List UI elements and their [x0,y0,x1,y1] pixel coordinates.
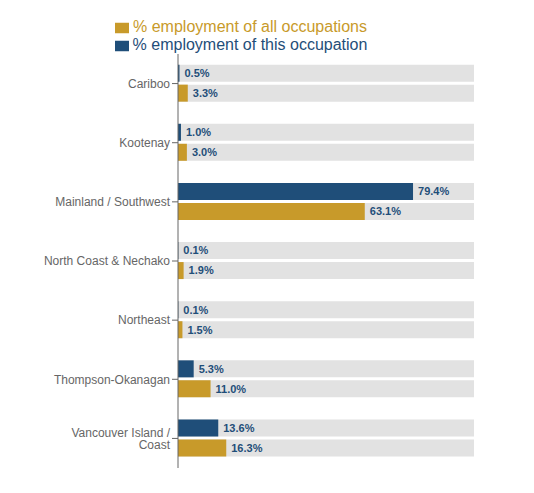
svg-text:Thompson-Okanagan: Thompson-Okanagan [54,373,170,387]
html-text:% employment of all occupation: % employment of all occupations [133,18,367,35]
svg-text:0.5%: 0.5% [184,67,209,79]
svg-text:Cariboo: Cariboo [128,77,170,91]
svg-text:Kootenay: Kootenay [119,136,170,150]
svg-text:16.3%: 16.3% [231,442,262,454]
svg-text:3.3%: 3.3% [193,87,218,99]
svg-text:North Coast & Nechako: North Coast & Nechako [44,254,170,268]
svg-text:3.0%: 3.0% [192,146,217,158]
svg-text:63.1%: 63.1% [370,205,401,217]
svg-text:1.0%: 1.0% [186,126,211,138]
svg-text:Northeast: Northeast [118,313,171,327]
svg-text:1.5%: 1.5% [187,324,212,336]
svg-text:1.9%: 1.9% [189,264,214,276]
svg-text:79.4%: 79.4% [418,185,449,197]
svg-text:13.6%: 13.6% [223,422,254,434]
svg-text:5.3%: 5.3% [199,363,224,375]
html-text:% employment of this occupatio: % employment of this occupation [132,36,368,53]
svg-text:Mainland / Southwest: Mainland / Southwest [55,195,170,209]
svg-text:0.1%: 0.1% [183,244,208,256]
svg-text:11.0%: 11.0% [216,383,247,395]
svg-text:Vancouver Island /Coast: Vancouver Island /Coast [71,426,170,452]
svg-text:0.1%: 0.1% [183,304,208,316]
